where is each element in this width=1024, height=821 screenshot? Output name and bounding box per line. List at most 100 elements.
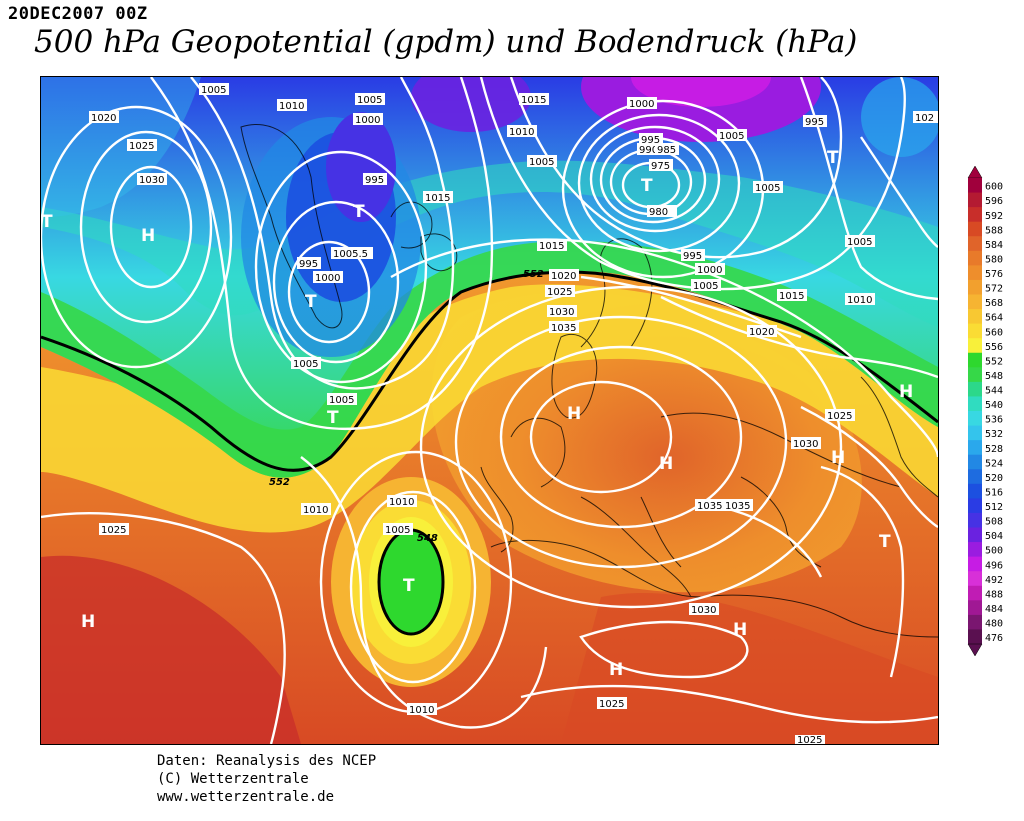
isobar-label: 985: [655, 143, 679, 156]
svg-text:1010: 1010: [847, 295, 872, 306]
svg-text:1015: 1015: [779, 291, 804, 302]
svg-text:1005.5: 1005.5: [333, 249, 368, 260]
isobar-label: 1010: [507, 125, 537, 138]
isobar-label: 1005: [355, 93, 385, 106]
isobar-label: 975: [649, 159, 673, 172]
svg-text:1020: 1020: [91, 113, 116, 124]
low-marker-iceland: T: [305, 292, 317, 312]
svg-text:975: 975: [651, 161, 670, 172]
legend-swatch: [968, 542, 982, 558]
svg-text:1000: 1000: [629, 99, 654, 110]
isobar-label: 1025: [545, 285, 575, 298]
svg-text:1025: 1025: [101, 525, 126, 536]
legend-level-label: 600: [985, 182, 1003, 193]
isobar-label: 1005: [383, 523, 413, 536]
legend-swatch: [968, 571, 982, 587]
svg-text:1000: 1000: [355, 115, 380, 126]
isobar-label: 1010: [387, 495, 417, 508]
low-marker-cutoff: T: [403, 576, 415, 596]
legend-swatch: [968, 265, 982, 281]
low-marker-scandinavia: T: [641, 176, 653, 196]
legend-swatch: [968, 367, 982, 383]
isobar-label: 1025: [99, 523, 129, 536]
legend-swatch: [968, 338, 982, 354]
svg-text:995: 995: [805, 117, 824, 128]
svg-text:990: 990: [639, 145, 658, 156]
high-marker-ne: H: [899, 382, 913, 402]
legend-level-label: 480: [985, 619, 1003, 630]
svg-text:1005: 1005: [693, 281, 718, 292]
high-marker-nw: H: [141, 226, 155, 246]
legend-level-label: 548: [985, 371, 1003, 382]
legend-level-label: 476: [985, 633, 1003, 644]
isobar-label: 1035: [723, 499, 753, 512]
svg-text:1020: 1020: [749, 327, 774, 338]
legend-swatch: [968, 309, 982, 325]
contour-label-552: 552: [269, 477, 290, 488]
isobar-label: 1010: [407, 703, 437, 716]
legend-swatch: [968, 352, 982, 368]
high-marker-europe-north: H: [567, 404, 581, 424]
isobar-label: 1015: [777, 289, 807, 302]
chart-title: 500 hPa Geopotential (gpdm) und Bodendru…: [34, 24, 858, 60]
isobar-label: 980: [647, 205, 677, 218]
legend-level-label: 540: [985, 400, 1003, 411]
svg-text:1005: 1005: [719, 131, 744, 142]
svg-text:1025: 1025: [797, 735, 822, 744]
isobar-label: 995: [297, 257, 321, 270]
isobar-label: 1020: [747, 325, 777, 338]
isobar-label: 1025: [127, 139, 157, 152]
svg-text:995: 995: [365, 175, 384, 186]
svg-text:1035: 1035: [697, 501, 722, 512]
credits-copyright: (C) Wetterzentrale: [157, 771, 309, 787]
svg-text:1010: 1010: [409, 705, 434, 716]
legend-level-label: 536: [985, 415, 1003, 426]
credits-website[interactable]: www.wetterzentrale.de: [157, 789, 335, 805]
svg-text:1020: 1020: [551, 271, 576, 282]
isobar-label: 1000: [695, 263, 725, 276]
legend-level-label: 508: [985, 517, 1003, 528]
legend-level-label: 520: [985, 473, 1003, 484]
isobar-label: 1005.5: [331, 247, 373, 260]
legend-level-label: 580: [985, 254, 1003, 265]
isobar-label: 1030: [547, 305, 577, 318]
svg-text:1015: 1015: [539, 241, 564, 252]
svg-text:1035: 1035: [725, 501, 750, 512]
legend-swatch: [968, 279, 982, 295]
svg-text:1005: 1005: [529, 157, 554, 168]
legend-swatch: [968, 236, 982, 252]
legend-level-label: 484: [985, 604, 1003, 615]
svg-text:1015: 1015: [425, 193, 450, 204]
legend-level-label: 588: [985, 225, 1003, 236]
svg-text:1005: 1005: [385, 525, 410, 536]
isobar-label: 1005: [691, 279, 721, 292]
legend-swatch: [968, 381, 982, 397]
high-marker-east: H: [831, 448, 845, 468]
isobar-label: 1035: [549, 321, 579, 334]
svg-text:995: 995: [683, 251, 702, 262]
isobar-label: 1015: [423, 191, 453, 204]
contour-label-552: 552: [523, 269, 544, 280]
svg-text:102: 102: [915, 113, 934, 124]
svg-text:1010: 1010: [389, 497, 414, 508]
isobar-label: 1005: [527, 155, 557, 168]
svg-text:1030: 1030: [549, 307, 574, 318]
legend-swatch: [968, 221, 982, 237]
isobar-label: 1005: [753, 181, 783, 194]
isobar-label: 1030: [689, 603, 719, 616]
isobar-label: 995: [363, 173, 387, 186]
svg-text:1025: 1025: [547, 287, 572, 298]
legend-swatch: [968, 294, 982, 310]
legend-swatch: [968, 178, 982, 194]
legend-level-label: 572: [985, 284, 1003, 295]
svg-text:1010: 1010: [509, 127, 534, 138]
legend-arrow-top: [967, 165, 983, 179]
legend-level-label: 568: [985, 298, 1003, 309]
isobar-label: 1010: [301, 503, 331, 516]
low-marker-west-edge: T: [41, 212, 53, 232]
legend-level-label: 552: [985, 356, 1003, 367]
legend-level-label: 544: [985, 386, 1003, 397]
legend-level-label: 560: [985, 327, 1003, 338]
legend-level-label: 564: [985, 313, 1003, 324]
legend-swatch: [968, 498, 982, 514]
